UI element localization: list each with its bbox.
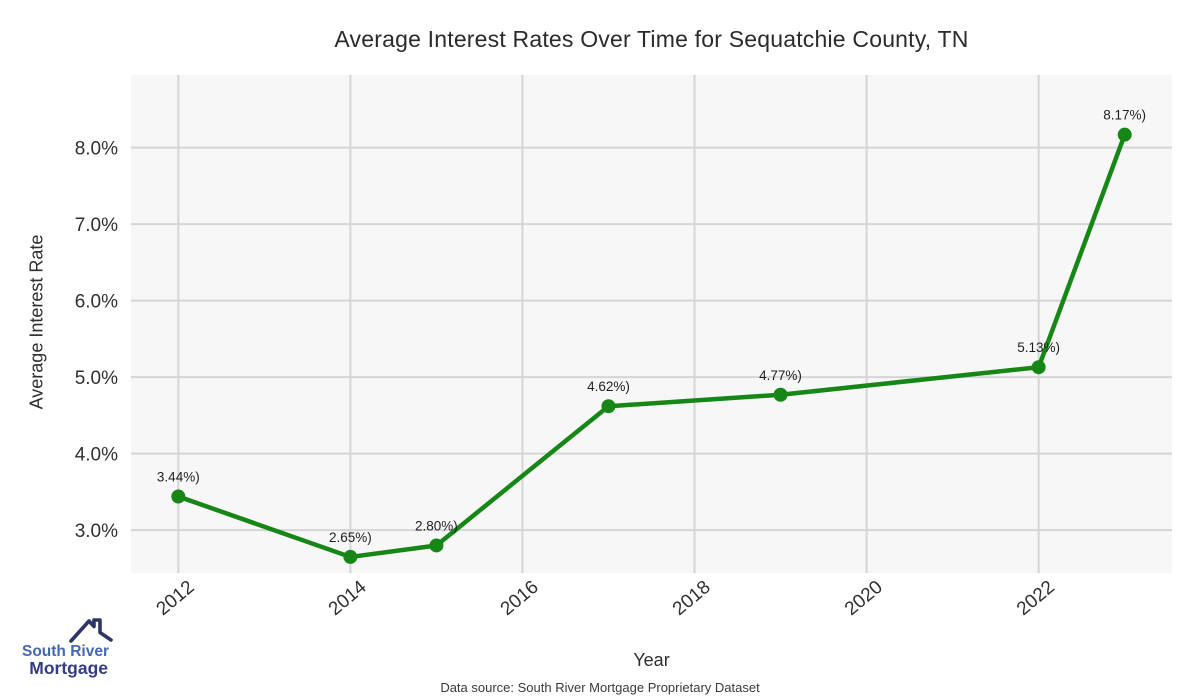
logo-text-south-river: South River <box>22 643 109 660</box>
x-tick-label: 2014 <box>325 576 371 620</box>
x-tick-label: 2018 <box>669 577 715 620</box>
plot-area <box>131 75 1172 573</box>
data-source-note: Data source: South River Mortgage Propri… <box>440 680 760 695</box>
brand-logo: South River Mortgage <box>22 616 113 678</box>
y-tick-label: 7.0% <box>75 215 118 236</box>
data-point <box>343 549 358 564</box>
data-point <box>171 489 186 504</box>
x-tick-label: 2012 <box>153 577 199 620</box>
y-tick-label: 3.0% <box>75 521 118 542</box>
data-point-label: 4.62%) <box>587 379 630 394</box>
x-axis-title: Year <box>633 650 670 670</box>
y-axis-title: Average Interest Rate <box>26 234 47 410</box>
data-point <box>429 538 444 553</box>
chart-title: Average Interest Rates Over Time for Seq… <box>334 26 969 52</box>
data-point-label: 8.17%) <box>1103 108 1146 123</box>
data-point <box>1117 127 1132 142</box>
data-point-label: 3.44%) <box>157 470 200 485</box>
y-tick-label: 4.0% <box>75 445 118 466</box>
data-point-label: 2.80%) <box>415 518 458 533</box>
data-point-label: 2.65%) <box>329 530 372 545</box>
data-point-label: 5.13%) <box>1017 340 1060 355</box>
x-tick-label: 2020 <box>841 577 887 620</box>
house-roof-icon <box>69 618 113 643</box>
data-point <box>601 399 616 414</box>
data-point <box>1031 360 1046 375</box>
x-tick-label: 2022 <box>1013 577 1059 620</box>
logo-text-mortgage: Mortgage <box>29 658 108 678</box>
data-point-label: 4.77%) <box>759 368 802 383</box>
x-tick-label: 2016 <box>497 577 543 620</box>
data-point <box>773 387 788 402</box>
y-tick-label: 8.0% <box>75 139 118 160</box>
y-tick-label: 5.0% <box>75 368 118 389</box>
y-tick-label: 6.0% <box>75 292 118 313</box>
